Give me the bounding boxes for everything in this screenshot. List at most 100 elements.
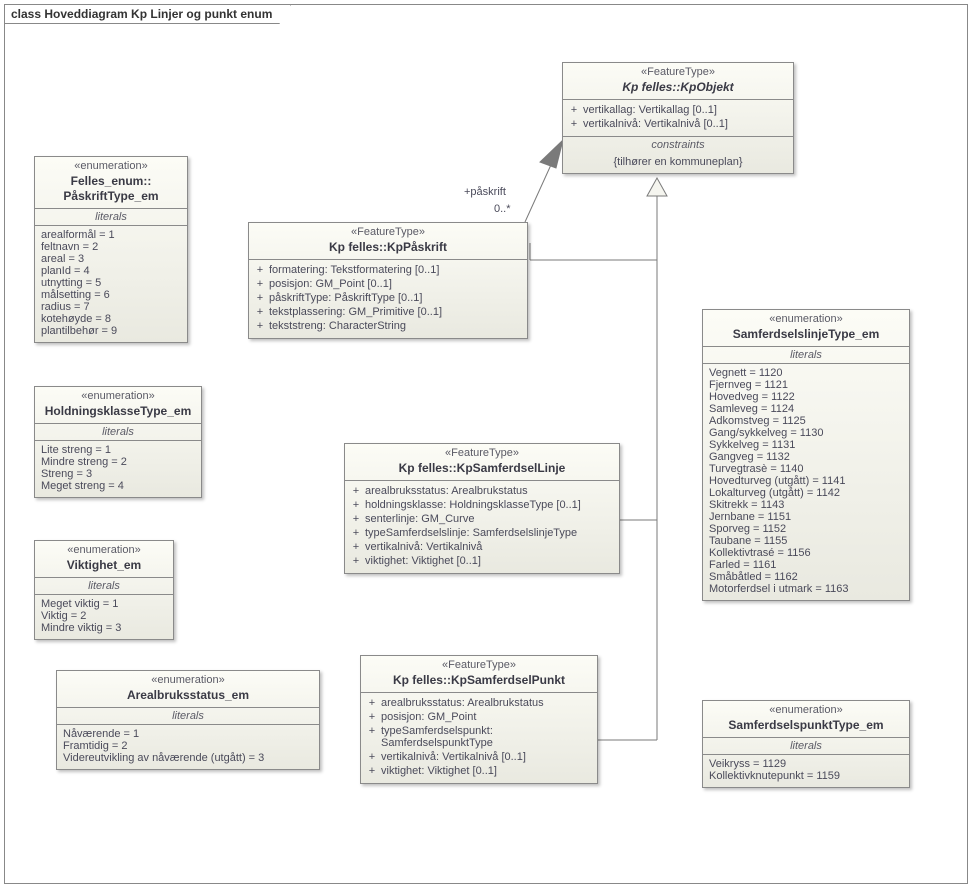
- kp-samf-linje-attrs: +arealbruksstatus: Arealbrukstatus +hold…: [345, 481, 619, 573]
- kp-paskrift-attr-0: formatering: Tekstformatering [0..1]: [269, 264, 521, 276]
- kp-samf-linje-name: Kp felles::KpSamferdselLinje: [351, 461, 613, 476]
- enum-paskrift-type-name2: PåskriftType_em: [41, 189, 181, 204]
- enum-paskrift-type-lit-6: radius = 7: [41, 301, 181, 313]
- enum-samf-linje-type-lit-12: Jernbane = 1151: [709, 511, 903, 523]
- kp-paskrift-attr-2: påskriftType: PåskriftType [0..1]: [269, 292, 521, 304]
- enum-samf-linje-type-lit-8: Turvegtrasè = 1140: [709, 463, 903, 475]
- diagram-title-tab: class Hoveddiagram Kp Linjer og punkt en…: [4, 4, 291, 24]
- kp-objekt-name: Kp felles::KpObjekt: [569, 80, 787, 95]
- enum-arealbruk: «enumeration» Arealbruksstatus_em litera…: [56, 670, 320, 770]
- enum-samf-linje-type-lit-15: Kollektivtrasé = 1156: [709, 547, 903, 559]
- enum-viktighet-lit-0: Meget viktig = 1: [41, 598, 167, 610]
- enum-samf-punkt-type-lit-1: Kollektivknutepunkt = 1159: [709, 770, 903, 782]
- enum-samf-linje-type-lit-1: Fjernveg = 1121: [709, 379, 903, 391]
- enum-paskrift-type-stereo: «enumeration»: [41, 160, 181, 174]
- enum-samf-linje-type-lit-17: Småbåtled = 1162: [709, 571, 903, 583]
- kp-paskrift-attr-3: tekstplassering: GM_Primitive [0..1]: [269, 306, 521, 318]
- enum-arealbruk-lit-2: Videreutvikling av nåværende (utgått) = …: [63, 752, 313, 764]
- enum-samf-linje-type-lit-2: Hovedveg = 1122: [709, 391, 903, 403]
- kp-samf-linje-attr-4: vertikalnivå: Vertikalnivå: [365, 541, 613, 553]
- enum-samf-linje-type-stereo: «enumeration»: [709, 313, 903, 327]
- enum-paskrift-type-lit-1: feltnavn = 2: [41, 241, 181, 253]
- kp-samf-punkt-stereo: «FeatureType»: [367, 659, 591, 673]
- enum-holdnings-lit-2: Streng = 3: [41, 468, 195, 480]
- enum-arealbruk-lits: Nåværende = 1 Framtidig = 2 Videreutvikl…: [57, 725, 319, 769]
- enum-paskrift-type-lit-3: planId = 4: [41, 265, 181, 277]
- kp-samf-linje-stereo: «FeatureType»: [351, 447, 613, 461]
- assoc-paskrift-role: +påskrift: [464, 186, 506, 198]
- enum-samf-punkt-type-name: SamferdselspunktType_em: [709, 718, 903, 733]
- kp-paskrift-attr-1: posisjon: GM_Point [0..1]: [269, 278, 521, 290]
- kp-objekt-stereo: «FeatureType»: [569, 66, 787, 80]
- kp-objekt-head: «FeatureType» Kp felles::KpObjekt: [563, 63, 793, 100]
- enum-paskrift-type-lit-2: areal = 3: [41, 253, 181, 265]
- enum-samf-punkt-type-head: «enumeration» SamferdselspunktType_em: [703, 701, 909, 738]
- kp-samf-linje-attr-0: arealbruksstatus: Arealbrukstatus: [365, 485, 613, 497]
- kp-paskrift-attr-4: tekststreng: CharacterString: [269, 320, 521, 332]
- enum-samf-linje-type-lit-3: Samleveg = 1124: [709, 403, 903, 415]
- enum-samf-linje-type: «enumeration» SamferdselslinjeType_em li…: [702, 309, 910, 601]
- enum-samf-linje-type-lit-18: Motorferdsel i utmark = 1163: [709, 583, 903, 595]
- kp-samf-punkt-attr-3: vertikalnivå: Vertikalnivå [0..1]: [381, 751, 591, 763]
- enum-paskrift-type-lit-7: kotehøyde = 8: [41, 313, 181, 325]
- enum-samf-linje-type-head: «enumeration» SamferdselslinjeType_em: [703, 310, 909, 347]
- kp-objekt-attr-1: vertikalnivå: Vertikalnivå [0..1]: [583, 118, 787, 130]
- enum-samf-punkt-type-lit-title: literals: [703, 738, 909, 755]
- enum-holdnings-lit-3: Meget streng = 4: [41, 480, 195, 492]
- enum-holdnings-lit-title: literals: [35, 424, 201, 441]
- enum-viktighet-name: Viktighet_em: [41, 558, 167, 573]
- enum-paskrift-type-lit-8: plantilbehør = 9: [41, 325, 181, 337]
- enum-paskrift-type-head: «enumeration» Felles_enum:: PåskriftType…: [35, 157, 187, 209]
- enum-samf-punkt-type-lit-0: Veikryss = 1129: [709, 758, 903, 770]
- enum-viktighet-lit-2: Mindre viktig = 3: [41, 622, 167, 634]
- kp-samf-punkt-attr-4: viktighet: Viktighet [0..1]: [381, 765, 591, 777]
- enum-viktighet-stereo: «enumeration»: [41, 544, 167, 558]
- enum-arealbruk-stereo: «enumeration»: [63, 674, 313, 688]
- enum-samf-linje-type-lit-13: Sporveg = 1152: [709, 523, 903, 535]
- kp-samf-punkt-attr-0: arealbruksstatus: Arealbrukstatus: [381, 697, 591, 709]
- enum-samf-punkt-type-stereo: «enumeration»: [709, 704, 903, 718]
- kp-samf-punkt-name: Kp felles::KpSamferdselPunkt: [367, 673, 591, 688]
- enum-arealbruk-head: «enumeration» Arealbruksstatus_em: [57, 671, 319, 708]
- enum-holdnings-head: «enumeration» HoldningsklasseType_em: [35, 387, 201, 424]
- kp-objekt-attrs: +vertikallag: Vertikallag [0..1] +vertik…: [563, 100, 793, 136]
- diagram-title: class Hoveddiagram Kp Linjer og punkt en…: [11, 7, 272, 21]
- enum-paskrift-type-lit-5: målsetting = 6: [41, 289, 181, 301]
- enum-samf-linje-type-lit-9: Hovedturveg (utgått) = 1141: [709, 475, 903, 487]
- enum-viktighet-lits: Meget viktig = 1 Viktig = 2 Mindre vikti…: [35, 595, 173, 639]
- kp-samf-linje-attr-1: holdningsklasse: HoldningsklasseType [0.…: [365, 499, 613, 511]
- enum-samf-punkt-type: «enumeration» SamferdselspunktType_em li…: [702, 700, 910, 788]
- enum-holdnings-lit-0: Lite streng = 1: [41, 444, 195, 456]
- enum-samf-linje-type-lit-10: Lokalturveg (utgått) = 1142: [709, 487, 903, 499]
- kp-objekt-attr-0: vertikallag: Vertikallag [0..1]: [583, 104, 787, 116]
- enum-holdnings-name: HoldningsklasseType_em: [41, 404, 195, 419]
- kp-paskrift-attrs: +formatering: Tekstformatering [0..1] +p…: [249, 260, 527, 338]
- enum-viktighet-lit-title: literals: [35, 578, 173, 595]
- enum-holdnings-lits: Lite streng = 1 Mindre streng = 2 Streng…: [35, 441, 201, 497]
- enum-samf-linje-type-lit-4: Adkomstveg = 1125: [709, 415, 903, 427]
- enum-samf-linje-type-lit-14: Taubane = 1155: [709, 535, 903, 547]
- enum-viktighet-head: «enumeration» Viktighet_em: [35, 541, 173, 578]
- enum-samf-linje-type-lit-11: Skitrekk = 1143: [709, 499, 903, 511]
- enum-arealbruk-lit-title: literals: [57, 708, 319, 725]
- enum-samf-punkt-type-lits: Veikryss = 1129 Kollektivknutepunkt = 11…: [703, 755, 909, 787]
- kp-samf-linje-attr-3: typeSamferdselslinje: SamferdselslinjeTy…: [365, 527, 613, 539]
- enum-samf-linje-type-lit-16: Farled = 1161: [709, 559, 903, 571]
- enum-samf-linje-type-lit-6: Sykkelveg = 1131: [709, 439, 903, 451]
- enum-samf-linje-type-lits: Vegnett = 1120 Fjernveg = 1121 Hovedveg …: [703, 364, 909, 600]
- kp-paskrift-head: «FeatureType» Kp felles::KpPåskrift: [249, 223, 527, 260]
- kp-objekt-constraints: {tilhører en kommuneplan}: [563, 153, 793, 173]
- kp-samf-linje-attr-5: viktighet: Viktighet [0..1]: [365, 555, 613, 567]
- enum-paskrift-type-lit-0: arealformål = 1: [41, 229, 181, 241]
- kp-paskrift-name: Kp felles::KpPåskrift: [255, 240, 521, 255]
- enum-viktighet: «enumeration» Viktighet_em literals Mege…: [34, 540, 174, 640]
- enum-samf-linje-type-lit-5: Gang/sykkelveg = 1130: [709, 427, 903, 439]
- enum-holdnings: «enumeration» HoldningsklasseType_em lit…: [34, 386, 202, 498]
- kp-samf-punkt-head: «FeatureType» Kp felles::KpSamferdselPun…: [361, 656, 597, 693]
- enum-holdnings-stereo: «enumeration»: [41, 390, 195, 404]
- enum-holdnings-lit-1: Mindre streng = 2: [41, 456, 195, 468]
- enum-samf-linje-type-lit-title: literals: [703, 347, 909, 364]
- class-kp-samf-linje: «FeatureType» Kp felles::KpSamferdselLin…: [344, 443, 620, 574]
- enum-paskrift-type-lits: arealformål = 1 feltnavn = 2 areal = 3 p…: [35, 226, 187, 342]
- kp-paskrift-stereo: «FeatureType»: [255, 226, 521, 240]
